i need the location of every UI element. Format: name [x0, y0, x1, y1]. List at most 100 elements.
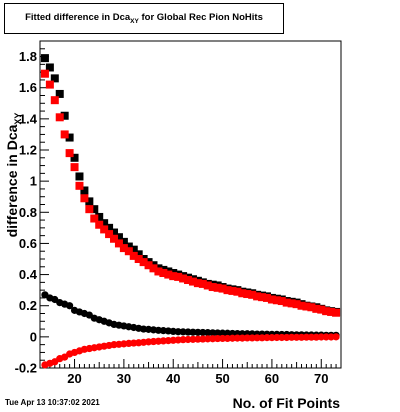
data-point: [258, 293, 267, 302]
data-point: [174, 272, 183, 281]
data-point: [327, 307, 336, 316]
data-point: [55, 113, 64, 122]
data-point: [100, 225, 109, 234]
data-point: [282, 298, 291, 307]
data-point: [292, 300, 301, 309]
data-marks: [40, 54, 341, 369]
data-point: [228, 286, 237, 295]
data-point: [119, 237, 128, 246]
data-point: [179, 274, 188, 283]
y-tick-label: 1.2: [19, 143, 37, 158]
y-tick-label: 0.4: [19, 267, 38, 282]
x-tick-label: 20: [67, 371, 81, 386]
data-point: [317, 305, 326, 314]
series-1: [40, 69, 341, 317]
data-point: [272, 296, 281, 305]
data-point: [267, 295, 276, 304]
data-point: [66, 302, 74, 310]
data-point: [65, 133, 74, 142]
data-point: [149, 264, 158, 273]
data-point: [208, 283, 217, 292]
data-point: [193, 279, 202, 288]
y-axis-label-subscript: XY: [13, 113, 23, 125]
title-suffix: for Global Rec Pion NoHits: [138, 12, 263, 23]
data-point: [278, 333, 286, 342]
data-point: [40, 69, 49, 78]
x-tick-label: 30: [117, 371, 131, 386]
data-point: [110, 234, 119, 243]
y-axis-label: difference in DcaXY: [4, 113, 23, 238]
data-point: [50, 74, 59, 83]
axis-ticks: [39, 40, 342, 369]
chart-title-box: Fitted difference in DcaXY for Global Re…: [4, 3, 284, 34]
data-point: [60, 130, 69, 139]
y-tick-label: 1: [30, 174, 37, 189]
y-tick-label: 1.8: [19, 49, 37, 64]
data-point: [144, 261, 153, 270]
data-point: [223, 286, 232, 295]
data-point: [332, 333, 340, 341]
data-point: [154, 267, 163, 276]
data-point: [90, 205, 99, 214]
data-point: [169, 272, 178, 281]
data-point: [243, 290, 252, 299]
x-tick-label: 70: [314, 371, 328, 386]
data-point: [124, 242, 133, 251]
timestamp-footer: Tue Apr 13 10:37:02 2021: [5, 398, 100, 407]
title-prefix: Fitted difference in Dca: [25, 12, 131, 23]
y-tick-labels: -0.2 0 0.2 0.4 0.6 0.8 1 1.2 1.4 1.6 1.8: [15, 49, 38, 375]
data-point: [302, 333, 311, 341]
data-point: [302, 302, 311, 311]
data-point: [164, 270, 173, 279]
data-point: [95, 212, 104, 221]
data-point: [273, 333, 281, 342]
title-subscript: XY: [130, 18, 139, 25]
data-point: [114, 239, 123, 248]
data-point: [322, 307, 331, 316]
data-point: [248, 290, 257, 299]
y-tick-label: 1.4: [19, 111, 38, 126]
data-point: [292, 333, 301, 341]
data-point: [288, 333, 296, 341]
data-point: [218, 334, 227, 343]
data-point: [75, 172, 84, 181]
data-point: [134, 250, 143, 259]
data-point: [277, 297, 286, 306]
data-point: [45, 80, 54, 89]
y-tick-label: 0.8: [19, 205, 37, 220]
data-point: [85, 197, 94, 206]
data-point: [119, 244, 128, 253]
data-point: [95, 220, 104, 229]
data-point: [70, 153, 79, 162]
data-point: [238, 289, 247, 298]
x-axis-label: No. of Fit Points: [233, 395, 341, 411]
data-point: [90, 214, 99, 223]
x-tick-label: 50: [215, 371, 229, 386]
data-point: [50, 96, 59, 105]
y-axis-label-main: difference in Dca: [4, 124, 20, 237]
data-point: [124, 247, 133, 256]
data-point: [45, 63, 54, 72]
data-point: [134, 255, 143, 263]
data-point: [332, 308, 341, 317]
data-point: [80, 186, 89, 195]
data-point: [243, 334, 251, 342]
data-point: [203, 281, 212, 290]
x-tick-labels: 20 30 40 50 60 70: [67, 371, 328, 386]
data-point: [287, 299, 296, 308]
data-point: [263, 334, 271, 342]
data-point: [184, 276, 193, 285]
data-point: [218, 284, 227, 293]
data-point: [70, 163, 79, 172]
data-point: [110, 228, 119, 237]
data-point: [75, 181, 84, 190]
data-point: [233, 334, 241, 342]
y-tick-label: 0: [30, 329, 37, 344]
data-point: [307, 303, 316, 312]
data-point: [253, 334, 261, 342]
x-tick-label: 40: [166, 371, 180, 386]
data-point: [139, 258, 148, 267]
data-point: [85, 205, 94, 214]
data-point: [100, 219, 109, 228]
data-point: [213, 283, 222, 292]
